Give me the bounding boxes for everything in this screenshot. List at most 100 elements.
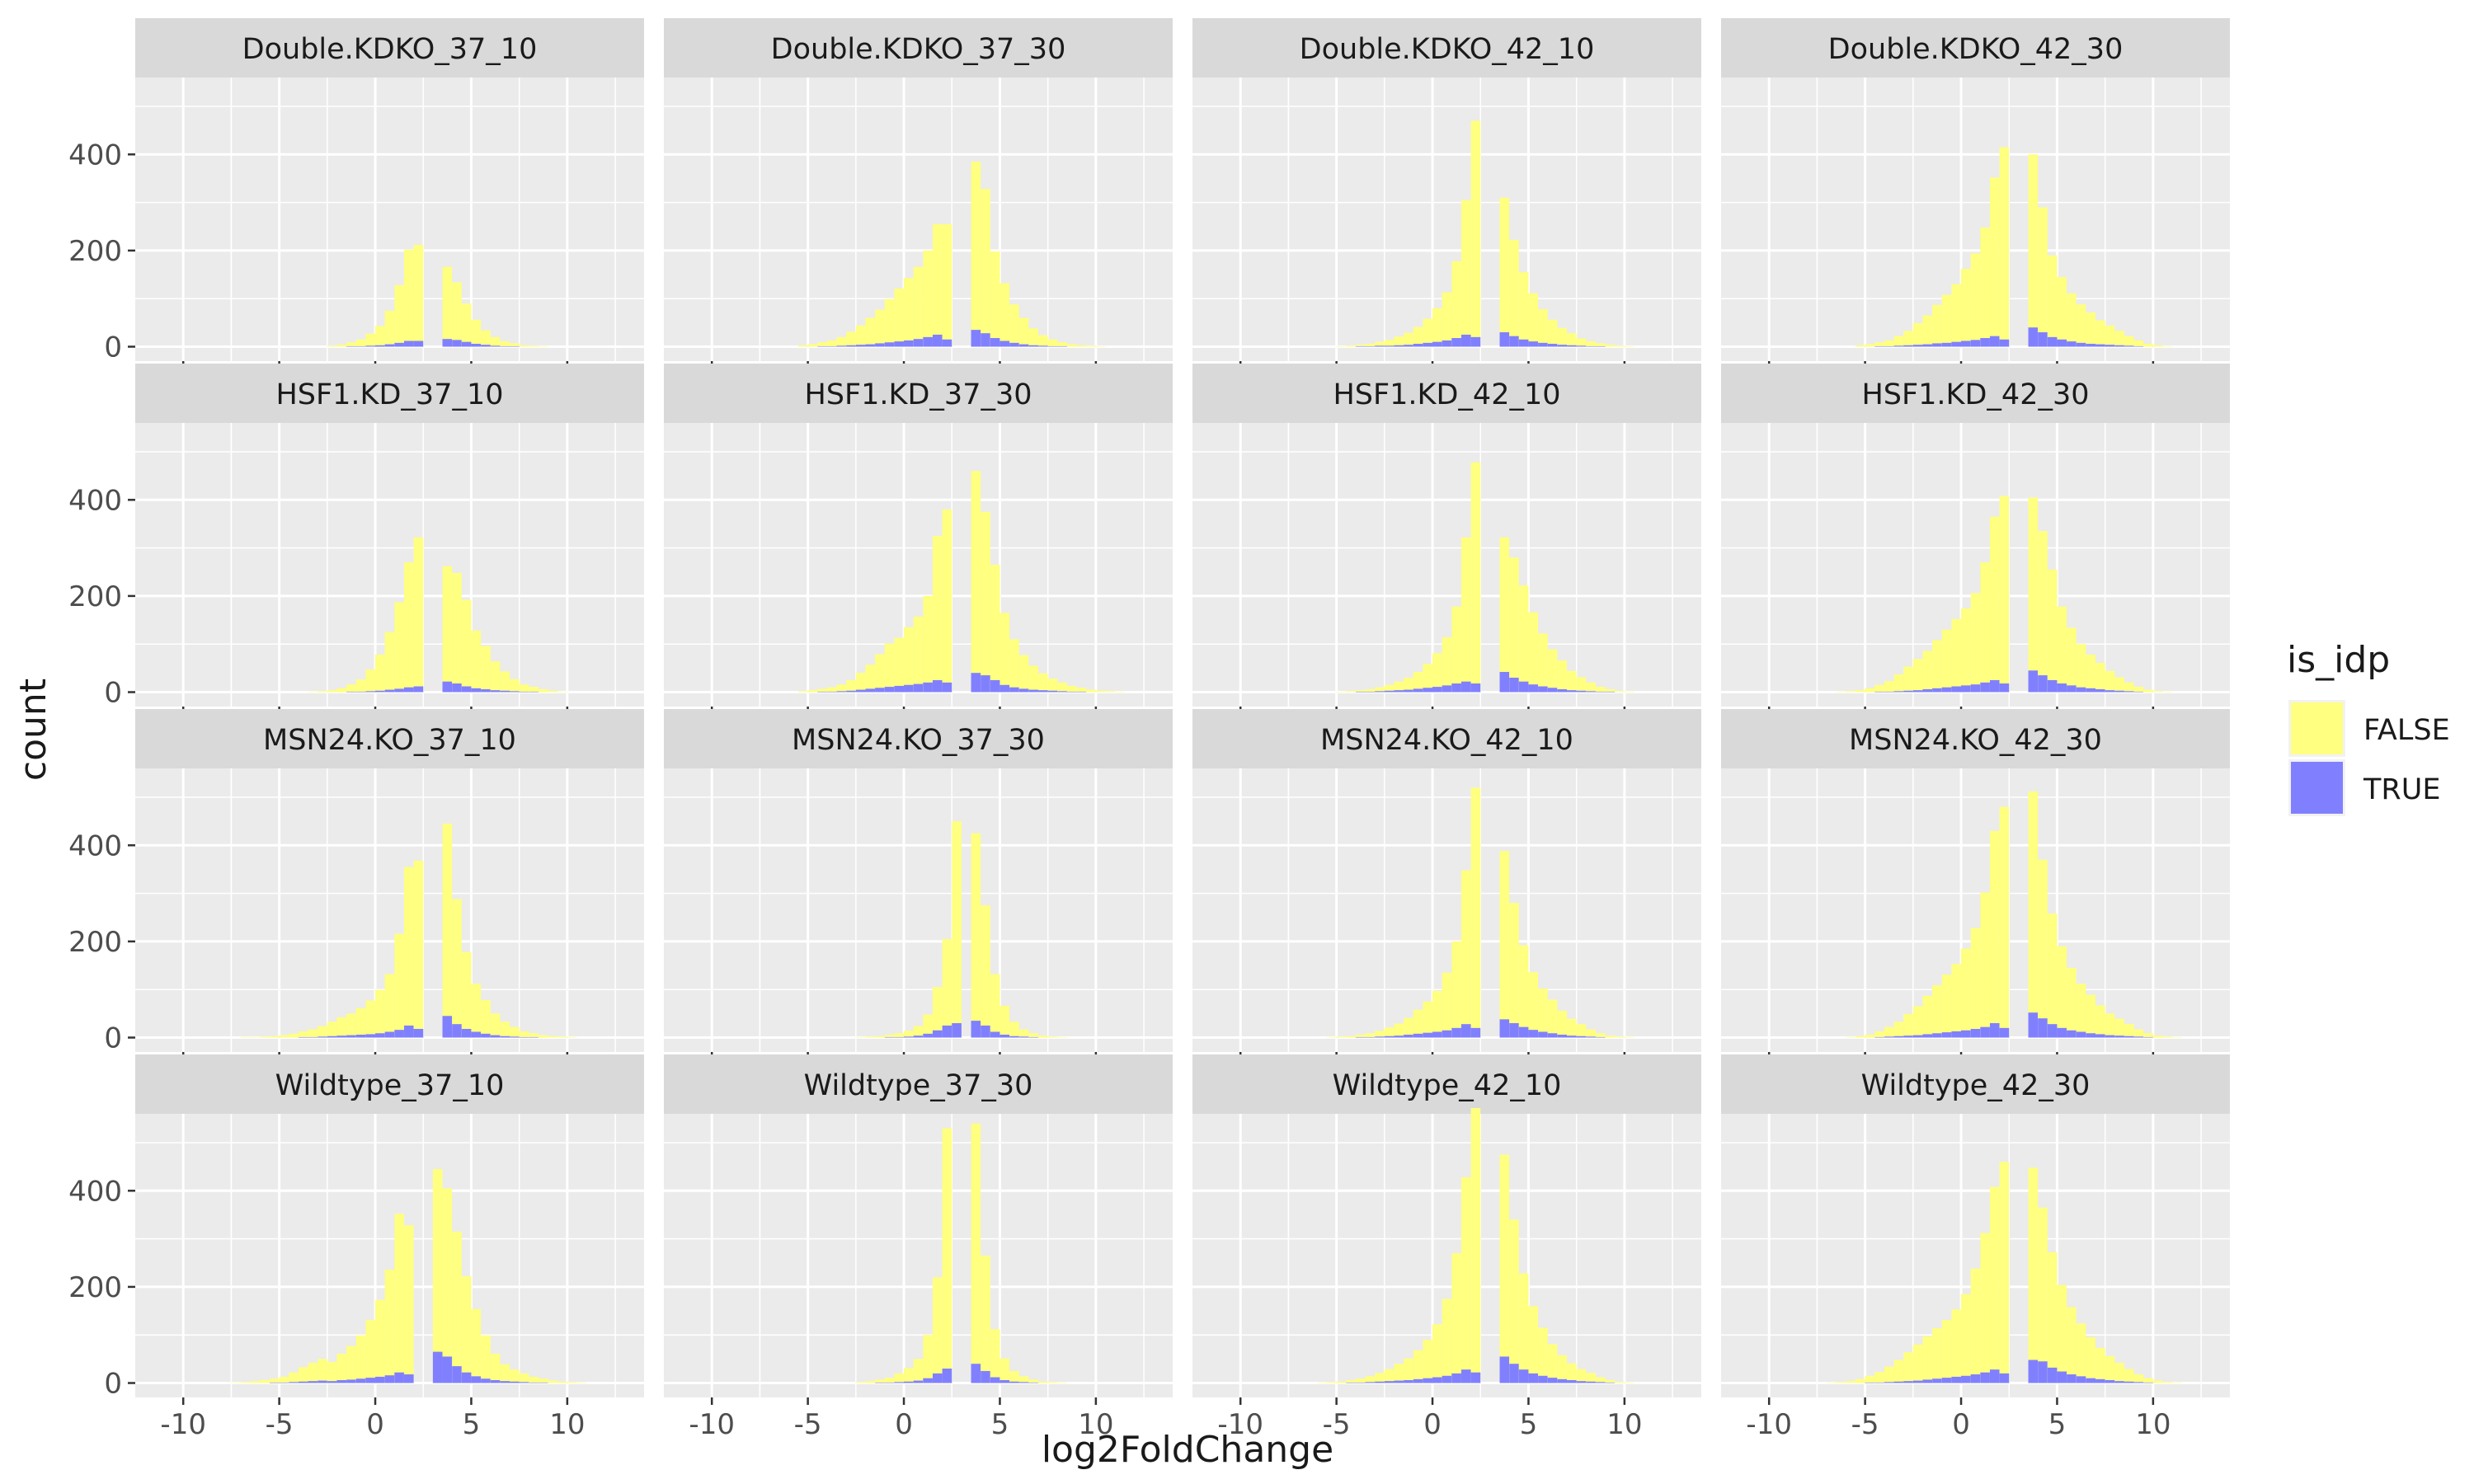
bar-false (1951, 618, 1962, 693)
bar-true (529, 1036, 539, 1038)
bar-true (1355, 1036, 1366, 1038)
bar-true (308, 1036, 318, 1038)
bar-false (403, 562, 414, 693)
bar-false (1903, 1013, 1913, 1038)
bar-true (894, 1036, 905, 1038)
bar-true (1538, 1375, 1548, 1383)
bar-true (1384, 1036, 1395, 1038)
bar-true (1432, 341, 1442, 347)
bar-true (1018, 1382, 1029, 1383)
bar-true (1518, 681, 1529, 693)
bar-true (1970, 1029, 1981, 1038)
bar-true (452, 1366, 462, 1383)
bar-true (384, 689, 395, 693)
bar-true (490, 1035, 501, 1038)
bar-false (1989, 1186, 2000, 1383)
bar-false (1404, 678, 1413, 693)
bar-false (481, 1335, 491, 1383)
bar-true (413, 340, 424, 347)
bar-false (884, 298, 895, 347)
bar-true (481, 689, 491, 693)
bar-false (1518, 1273, 1529, 1383)
bar-true (327, 1381, 337, 1383)
grid-lines (664, 768, 1173, 1052)
bar-true (355, 345, 366, 347)
bar-false (2028, 791, 2039, 1038)
bar-false (394, 284, 404, 347)
bar-true (298, 1381, 308, 1383)
histogram-bars (327, 244, 548, 347)
panel-title: MSN24.KO_42_10 (1320, 724, 1573, 757)
bar-false (2057, 606, 2067, 693)
bar-true (461, 1372, 472, 1383)
bar-true (2105, 345, 2115, 347)
bar-true (1384, 1381, 1395, 1383)
bar-false (1509, 240, 1519, 347)
bar-true (1009, 1381, 1019, 1383)
bar-false (1567, 333, 1577, 347)
y-tick-label: 0 (104, 1368, 122, 1401)
x-tick-label: 5 (2048, 1408, 2067, 1441)
bar-true (500, 1381, 510, 1383)
bar-true (394, 342, 404, 347)
bar-false (2028, 154, 2039, 347)
panel-6: HSF1.KD_37_30 (664, 364, 1173, 714)
bar-false (1912, 322, 1923, 347)
bar-true (1557, 1035, 1568, 1038)
bar-false (1394, 1023, 1404, 1038)
bar-false (1999, 806, 2010, 1038)
bar-false (327, 345, 337, 347)
bar-true (990, 679, 1000, 693)
bar-true (1028, 1036, 1039, 1038)
bar-false (557, 691, 567, 693)
bar-false (1336, 345, 1347, 347)
bar-false (394, 933, 404, 1038)
bar-false (490, 1013, 501, 1038)
bar-false (836, 684, 847, 693)
bar-true (1557, 345, 1568, 347)
bar-false (548, 690, 558, 693)
bar-true (1893, 345, 1904, 347)
bar-false (355, 339, 366, 347)
bar-false (2076, 1323, 2086, 1383)
bar-false (1893, 674, 1904, 693)
bar-true (855, 689, 866, 693)
bar-true (2076, 1031, 2086, 1038)
bar-true (2047, 679, 2058, 693)
panel-background (664, 768, 1173, 1052)
bar-true (904, 1036, 914, 1038)
bar-false (500, 1364, 510, 1383)
bar-true (1970, 340, 1981, 347)
bar-false (317, 691, 327, 693)
bar-false (260, 1380, 270, 1383)
bar-false (1346, 1036, 1356, 1038)
bar-false (865, 1381, 876, 1383)
panel-title: Double.KDKO_37_10 (242, 33, 538, 66)
bar-true (1384, 690, 1395, 693)
bar-false (1855, 690, 1865, 693)
bar-true (836, 691, 847, 693)
bar-false (1355, 1035, 1366, 1038)
bar-false (1038, 673, 1048, 693)
panel-strip (664, 364, 1173, 423)
bar-false (1980, 1233, 1990, 1383)
bar-false (1384, 340, 1395, 347)
bar-false (999, 1006, 1010, 1038)
bar-false (2143, 1033, 2153, 1038)
panel-strip (135, 18, 644, 77)
bar-true (894, 1382, 905, 1383)
bar-false (817, 688, 827, 693)
bar-true (346, 691, 356, 693)
bar-true (365, 691, 376, 693)
bar-true (884, 1036, 895, 1038)
bar-false (1346, 345, 1356, 347)
bar-false (1009, 639, 1019, 693)
bar-false (971, 471, 981, 693)
bar-true (942, 339, 952, 347)
bar-true (1009, 342, 1019, 347)
bar-true (1365, 1036, 1376, 1038)
bar-true (432, 1351, 443, 1383)
bar-false (1567, 670, 1577, 693)
panel-3: Double.KDKO_42_10 (1192, 18, 1701, 369)
bar-false (2086, 655, 2096, 693)
